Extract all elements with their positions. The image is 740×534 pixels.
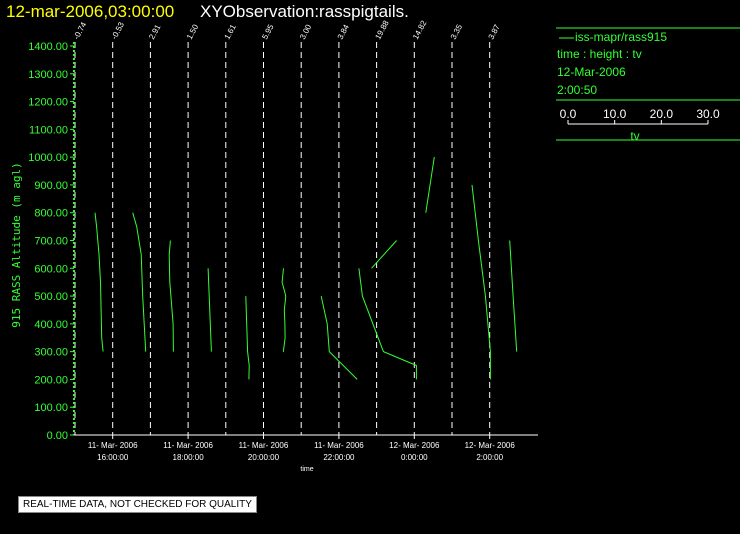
x-tick-label-date: 11- Mar- 2006 (239, 441, 289, 450)
series-profile-line (425, 157, 435, 213)
y-tick-label: 600.00 (34, 263, 68, 275)
profile-value-label: 14.82 (411, 19, 429, 41)
x-tick-label-time: 0:00:00 (401, 453, 428, 462)
legend-scale-label: tv (630, 129, 639, 143)
series-profile-line (207, 268, 212, 352)
y-tick-label: 1300.00 (28, 69, 68, 81)
x-tick-label-time: 16:00:00 (97, 453, 129, 462)
series-profile-line (371, 240, 397, 269)
y-tick-label: 1400.00 (28, 41, 68, 53)
y-tick-label: 1100.00 (29, 124, 68, 136)
series-profile-line (509, 240, 518, 352)
legend-box: 0.0 10.0 20.0 30.0 tv (556, 27, 740, 143)
x-tick-label-time: 22:00:00 (323, 453, 355, 462)
series-profile-line (245, 296, 250, 380)
series-profile-line (168, 240, 174, 352)
legend-date: 12-Mar-2006 (557, 65, 626, 79)
x-axis-label: time (300, 466, 313, 473)
y-tick-label: 300.00 (34, 347, 68, 359)
y-tick-label: 200.00 (34, 374, 68, 386)
profile-value-label: 1.61 (223, 22, 239, 40)
y-tick-label: 100.00 (34, 402, 68, 414)
legend-type-line: time : height : tv (557, 47, 642, 61)
y-tick-label: 800.00 (34, 208, 68, 220)
profile-value-label: 3.87 (487, 22, 503, 40)
x-tick-label-date: 11- Mar- 2006 (314, 441, 364, 450)
axes: 0.00 100.00 200.00 300.00 400.00 500.00 600.00… (28, 41, 538, 462)
header-date: 12-mar-2006,03:00:00 (6, 2, 174, 21)
x-tick-label-time: 2:00:00 (476, 453, 503, 462)
x-tick-label-time: 18:00:00 (173, 453, 205, 462)
legend-time: 2:00:50 (557, 83, 598, 97)
header-title: XYObservation:rasspigtails. (200, 2, 409, 21)
y-tick-label: 1200.00 (28, 97, 68, 109)
legend-scale-tick-label: 0.0 (560, 107, 577, 121)
y-tick-label: 400.00 (34, 319, 68, 331)
profile-value-label: 3.84 (336, 22, 352, 40)
legend-scale-tick-label: 30.0 (696, 107, 720, 121)
quality-disclaimer: REAL-TIME DATA, NOT CHECKED FOR QUALITY (18, 496, 257, 513)
x-tick-label-date: 12- Mar- 2006 (465, 441, 516, 450)
y-tick-label: 500.00 (34, 291, 68, 303)
series-profile-line (358, 268, 417, 380)
x-tick-label-time: 20:00:00 (248, 453, 280, 462)
profile-value-label: -0.74 (72, 20, 89, 41)
profile-value-label: 19.88 (373, 19, 391, 41)
profile-labels: -0.74 -0.53 2.91 1.50 1.61 5.95 3.00 3.84 19.88 1… (72, 19, 502, 41)
profile-value-label: -0.53 (110, 20, 127, 41)
profile-value-label: 2.91 (147, 22, 163, 40)
y-tick-label: 0.00 (47, 430, 68, 442)
legend-scale: 0.0 10.0 20.0 30.0 tv (560, 107, 720, 143)
series-profile-line (94, 212, 104, 352)
x-tick-label-date: 11- Mar- 2006 (88, 441, 138, 450)
y-tick-label: 900.00 (34, 180, 68, 192)
legend-scale-tick-label: 20.0 (650, 107, 674, 121)
y-tick-label: 1000.00 (28, 152, 68, 164)
series-lines (94, 157, 518, 380)
x-tick-label-date: 12- Mar- 2006 (389, 441, 440, 450)
legend-series-label: iss-mapr/rass915 (575, 30, 668, 44)
profile-value-label: 3.35 (449, 22, 465, 40)
gridlines (74, 42, 491, 435)
series-profile-line (471, 184, 491, 380)
y-axis-label: 915 RASS Altitude (m agl) (10, 162, 23, 328)
profile-value-label: 5.95 (260, 22, 276, 40)
profile-value-label: 3.00 (298, 22, 314, 40)
series-profile-line (320, 295, 358, 380)
y-tick-label: 700.00 (34, 236, 68, 248)
x-tick-label-date: 11- Mar- 2006 (163, 441, 213, 450)
profile-value-label: 1.50 (185, 22, 201, 40)
series-profile-line (281, 268, 287, 353)
series-profile-line (132, 212, 147, 352)
legend-scale-tick-label: 10.0 (603, 107, 627, 121)
